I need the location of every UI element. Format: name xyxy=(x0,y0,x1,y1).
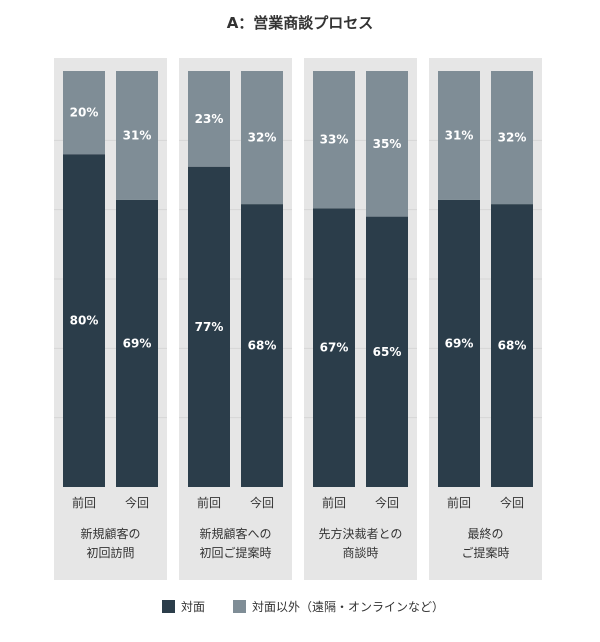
bar-segment-other xyxy=(241,71,283,205)
bar-segment-other xyxy=(438,71,480,200)
bar-segment-other xyxy=(188,71,230,167)
bar-segment-taimen xyxy=(313,208,355,487)
legend-swatch xyxy=(162,600,175,613)
group-label: 新規顧客への xyxy=(199,526,271,541)
data-label: 68% xyxy=(498,339,527,353)
bar-segment-taimen xyxy=(63,154,105,487)
bar-segment-other xyxy=(116,71,158,200)
group-label: 最終の xyxy=(467,526,503,541)
bar-segment-taimen xyxy=(366,216,408,487)
legend-label: 対面 xyxy=(181,600,205,614)
legend-label: 対面以外（遠隔・オンラインなど） xyxy=(252,600,444,614)
data-label: 32% xyxy=(248,131,277,145)
x-tick-label: 今回 xyxy=(250,495,274,510)
group-label: ご提案時 xyxy=(461,545,509,560)
bar-segment-other xyxy=(63,71,105,155)
data-label: 77% xyxy=(195,320,224,334)
data-label: 23% xyxy=(195,112,224,126)
bar-segment-other xyxy=(491,71,533,205)
x-tick-label: 今回 xyxy=(375,495,399,510)
group-label: 新規顧客の xyxy=(80,526,140,541)
bar-segment-other xyxy=(366,71,408,217)
data-label: 69% xyxy=(123,336,152,350)
data-label: 20% xyxy=(70,106,99,120)
data-label: 31% xyxy=(123,128,152,142)
bar-segment-taimen xyxy=(116,199,158,487)
data-label: 69% xyxy=(445,336,474,350)
bar-segment-taimen xyxy=(438,199,480,487)
group-label: 初回ご提案時 xyxy=(199,545,271,560)
x-tick-label: 前回 xyxy=(447,495,471,510)
bar-segment-taimen xyxy=(188,166,230,487)
x-tick-label: 今回 xyxy=(125,495,149,510)
data-label: 33% xyxy=(320,133,349,147)
x-tick-label: 前回 xyxy=(197,495,221,510)
data-label: 68% xyxy=(248,339,277,353)
group-label: 商談時 xyxy=(342,545,378,560)
chart-title: A：営業商談プロセス xyxy=(227,14,374,32)
legend-swatch xyxy=(233,600,246,613)
data-label: 80% xyxy=(70,314,99,328)
x-tick-label: 前回 xyxy=(72,495,96,510)
chart-legend: 対面 対面以外（遠隔・オンラインなど） xyxy=(162,600,444,614)
bar-segment-other xyxy=(313,71,355,209)
group-label: 初回訪問 xyxy=(86,545,134,560)
data-label: 67% xyxy=(320,341,349,355)
group-label: 先方決裁者との xyxy=(319,526,403,541)
data-label: 35% xyxy=(373,137,402,151)
bar-segment-taimen xyxy=(491,204,533,487)
data-label: 32% xyxy=(498,131,527,145)
x-tick-label: 今回 xyxy=(500,495,524,510)
data-label: 31% xyxy=(445,128,474,142)
bar-segment-taimen xyxy=(241,204,283,487)
legend-item: 対面以外（遠隔・オンラインなど） xyxy=(233,600,444,614)
data-label: 65% xyxy=(373,345,402,359)
x-tick-label: 前回 xyxy=(322,495,346,510)
legend-item: 対面 xyxy=(162,600,205,614)
